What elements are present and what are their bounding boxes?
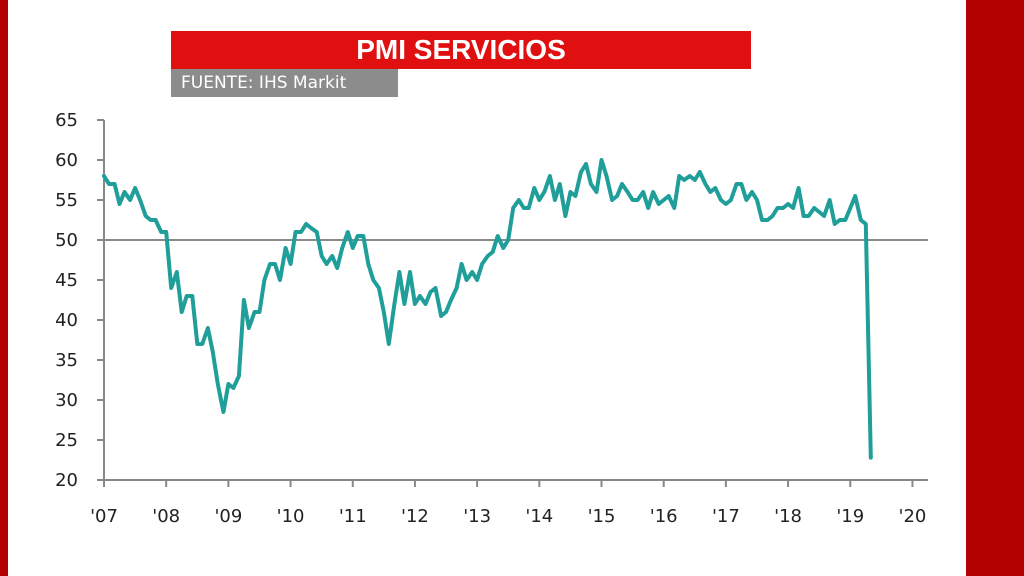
x-axis: '07 '08 '09 '10 '11 '12 '13 '14 '15 '16 '17 '18 '19 '…: [90, 479, 928, 527]
y-tick-label: 65: [55, 110, 78, 131]
x-tick-label: '14: [525, 506, 553, 527]
series-line-pmi-servicios: [102, 158, 873, 460]
x-tick-label: '08: [152, 506, 180, 527]
x-tick-label: '07: [90, 506, 118, 527]
y-tick-label: 55: [55, 190, 78, 211]
y-tick-label: 35: [55, 350, 78, 371]
y-tick-label: 60: [55, 150, 78, 171]
chart-title: PMI SERVICIOS: [171, 31, 751, 69]
x-tick-label: '16: [650, 506, 678, 527]
x-tick-label: '13: [463, 506, 491, 527]
source-label: FUENTE: IHS Markit: [171, 69, 398, 97]
y-tick-label: 20: [55, 470, 78, 491]
y-axis: 20 25 30 35 40 45 50 55 60 65: [55, 110, 105, 491]
y-tick-label: 25: [55, 430, 78, 451]
x-tick-label: '19: [836, 506, 864, 527]
x-tick-label: '11: [339, 506, 367, 527]
x-tick-label: '15: [588, 506, 616, 527]
x-tick-label: '18: [774, 506, 802, 527]
x-tick-label: '09: [214, 506, 242, 527]
y-tick-label: 45: [55, 270, 78, 291]
y-tick-label: 40: [55, 310, 78, 331]
x-tick-label: '10: [277, 506, 305, 527]
y-tick-label: 30: [55, 390, 78, 411]
x-tick-label: '20: [899, 506, 927, 527]
x-tick-label: '17: [712, 506, 740, 527]
y-tick-label: 50: [55, 230, 78, 251]
x-tick-label: '12: [401, 506, 429, 527]
